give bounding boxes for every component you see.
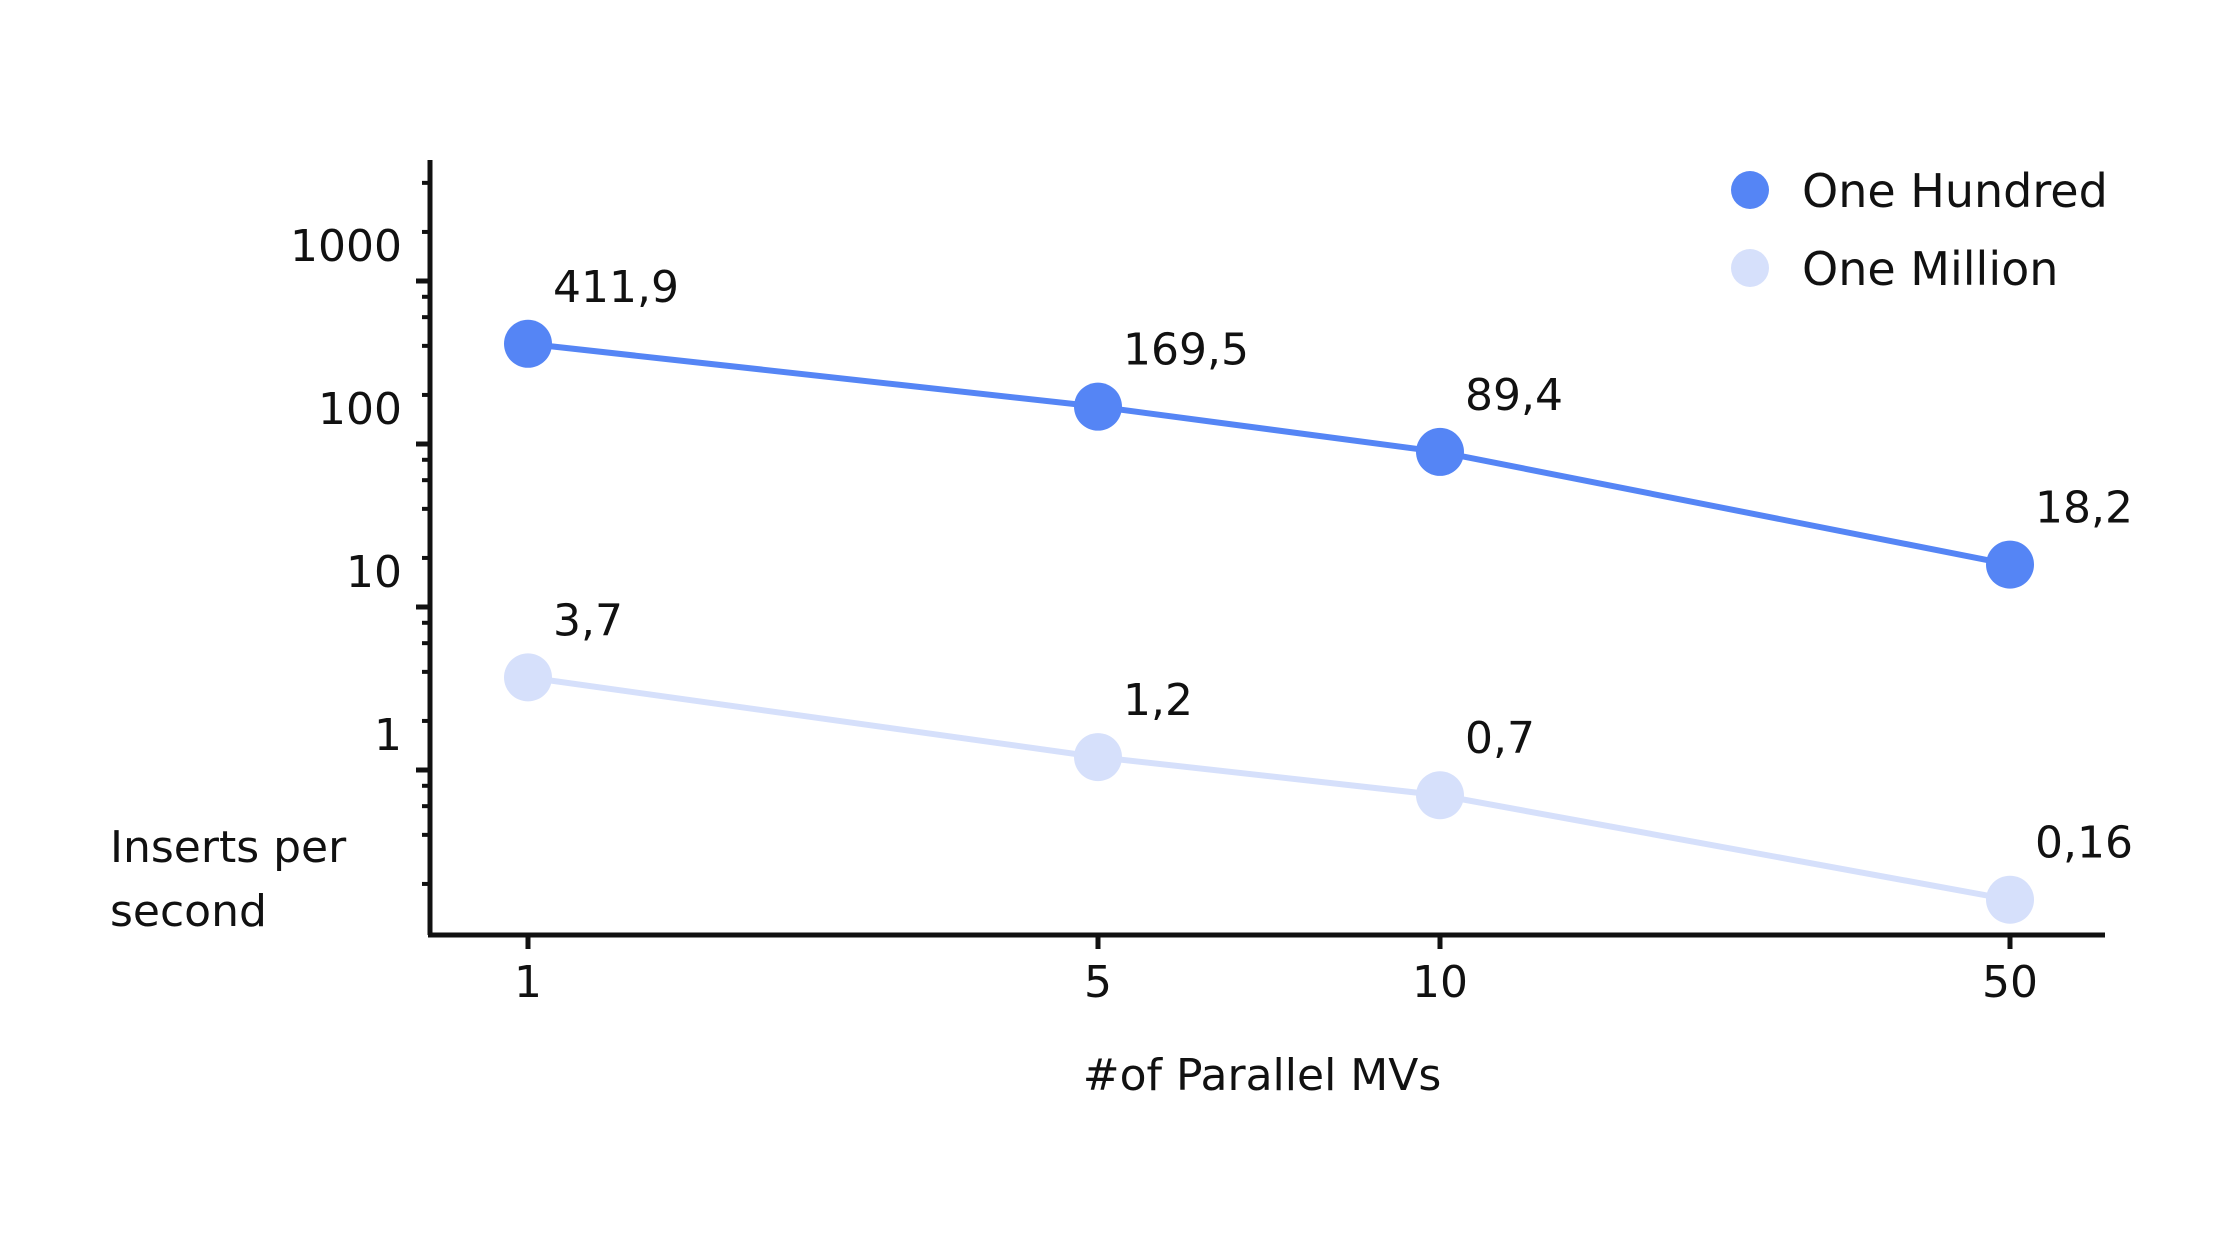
y-ticks: 1000 100 10 1 (290, 221, 430, 773)
y-axis-title-line2: second (110, 886, 267, 937)
legend-marker-one-million (1731, 249, 1769, 287)
data-label-one-hundred-50: 18,2 (2035, 483, 2133, 534)
data-point-one-hundred-1 (504, 319, 552, 368)
data-label-one-million-1: 3,7 (553, 595, 623, 646)
data-point-one-hundred-10 (1416, 427, 1464, 476)
x-tick-label-1: 1 (514, 957, 542, 1008)
data-label-one-million-5: 1,2 (1123, 675, 1193, 726)
data-label-one-million-10: 0,7 (1465, 713, 1535, 764)
x-ticks: 1 5 10 50 (514, 935, 2038, 1008)
legend-label-one-million: One Million (1802, 242, 2058, 296)
y-tick-label-1: 1 (374, 710, 402, 761)
x-tick-label-10: 10 (1412, 957, 1468, 1008)
data-label-one-million-50: 0,16 (2035, 818, 2133, 869)
data-point-one-hundred-50 (1986, 540, 2034, 589)
series-line-one-hundred (527, 340, 2011, 568)
data-label-one-hundred-5: 169,5 (1123, 325, 1249, 376)
series-line-one-million (527, 674, 2011, 903)
x-axis-title: #of Parallel MVs (1083, 1050, 1442, 1101)
data-point-one-hundred-5 (1074, 382, 1122, 431)
y-tick-label-10: 10 (346, 547, 402, 598)
legend-label-one-hundred: One Hundred (1802, 164, 2108, 218)
data-point-one-million-50 (1986, 875, 2034, 924)
legend-marker-one-hundred (1731, 171, 1769, 209)
y-tick-label-100: 100 (318, 384, 402, 435)
data-label-one-hundred-10: 89,4 (1465, 370, 1563, 421)
x-tick-label-5: 5 (1084, 957, 1112, 1008)
data-point-one-million-5 (1074, 733, 1122, 782)
legend: One Hundred One Million (1731, 164, 2108, 296)
y-minor-ticks (422, 180, 430, 886)
x-tick-label-50: 50 (1982, 957, 2038, 1008)
data-point-one-million-10 (1416, 771, 1464, 820)
y-axis-title-line1: Inserts per (110, 822, 347, 873)
y-tick-label-1000: 1000 (290, 221, 402, 272)
series-layer: 411,9 169,5 89,4 18,2 3,7 1,2 0,7 0,16 (504, 262, 2133, 924)
data-point-one-million-1 (504, 653, 552, 702)
data-label-one-hundred-1: 411,9 (553, 262, 679, 313)
